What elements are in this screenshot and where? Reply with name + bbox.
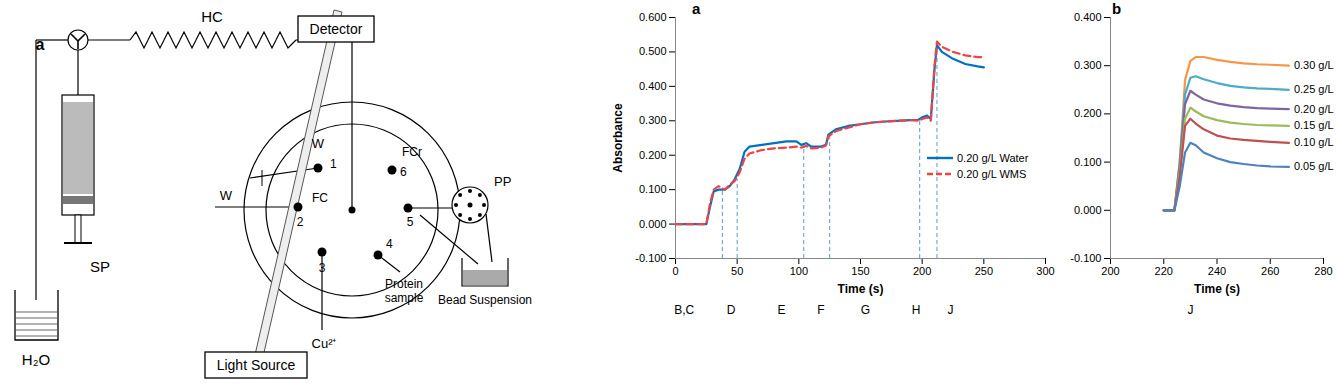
- svg-text:Detector: Detector: [310, 21, 363, 37]
- svg-text:3: 3: [319, 261, 326, 275]
- svg-text:PP: PP: [494, 174, 511, 189]
- svg-text:0.200: 0.200: [639, 149, 667, 161]
- svg-text:0.15 g/L: 0.15 g/L: [1294, 119, 1334, 131]
- svg-text:0.000: 0.000: [639, 218, 667, 230]
- svg-text:6: 6: [400, 165, 407, 179]
- svg-text:0.500: 0.500: [639, 45, 667, 57]
- svg-text:H: H: [912, 303, 921, 317]
- svg-text:0.25 g/L: 0.25 g/L: [1294, 83, 1334, 95]
- svg-text:W: W: [220, 188, 233, 203]
- svg-text:0.100: 0.100: [639, 183, 667, 195]
- svg-text:W: W: [312, 136, 325, 151]
- svg-text:G: G: [861, 303, 870, 317]
- svg-text:220: 220: [1155, 265, 1173, 277]
- svg-text:50: 50: [731, 265, 743, 277]
- svg-text:150: 150: [851, 265, 869, 277]
- svg-text:0.400: 0.400: [1074, 11, 1102, 23]
- svg-text:280: 280: [1314, 265, 1332, 277]
- svg-text:HC: HC: [201, 8, 223, 25]
- svg-text:0.20 g/L: 0.20 g/L: [1294, 103, 1334, 115]
- svg-text:200: 200: [913, 265, 931, 277]
- svg-text:240: 240: [1208, 265, 1226, 277]
- svg-text:1: 1: [330, 157, 337, 171]
- svg-text:-0.100: -0.100: [635, 252, 666, 264]
- svg-text:0.400: 0.400: [639, 80, 667, 92]
- svg-text:Bead Suspension: Bead Suspension: [438, 293, 532, 307]
- svg-text:E: E: [778, 303, 786, 317]
- svg-text:Time (s): Time (s): [838, 282, 884, 296]
- svg-text:0.100: 0.100: [1074, 156, 1102, 168]
- svg-text:0.05 g/L: 0.05 g/L: [1294, 160, 1334, 172]
- svg-text:Time (s): Time (s): [1194, 282, 1240, 296]
- svg-text:2: 2: [297, 215, 304, 229]
- svg-text:SP: SP: [90, 258, 110, 275]
- svg-text:250: 250: [975, 265, 993, 277]
- svg-text:300: 300: [1036, 265, 1054, 277]
- svg-text:0.300: 0.300: [639, 114, 667, 126]
- svg-text:0.300: 0.300: [1074, 59, 1102, 71]
- svg-text:Cu²⁺: Cu²⁺: [312, 336, 337, 351]
- svg-text:F: F: [817, 303, 824, 317]
- svg-text:H₂O: H₂O: [22, 351, 50, 368]
- svg-text:-0.100: -0.100: [1070, 252, 1101, 264]
- svg-text:0.200: 0.200: [1074, 107, 1102, 119]
- svg-text:a: a: [36, 36, 45, 53]
- html-text:a: a: [692, 0, 701, 17]
- svg-text:Light Source: Light Source: [217, 357, 296, 373]
- svg-text:0.10 g/L: 0.10 g/L: [1294, 136, 1334, 148]
- html-text:0.20 g/L Water: 0.20 g/L Water: [957, 152, 1029, 164]
- svg-text:0.600: 0.600: [639, 11, 667, 23]
- svg-text:5: 5: [407, 215, 414, 229]
- svg-text:Proteinsample: Proteinsample: [385, 277, 424, 305]
- svg-text:100: 100: [790, 265, 808, 277]
- svg-text:FC: FC: [312, 191, 328, 205]
- html-text:0.20 g/L WMS: 0.20 g/L WMS: [957, 168, 1027, 180]
- svg-text:4: 4: [386, 237, 393, 251]
- html-text:b: b: [1112, 0, 1122, 17]
- svg-text:J: J: [1187, 303, 1193, 317]
- svg-text:B,C: B,C: [674, 303, 694, 317]
- svg-text:0: 0: [672, 265, 678, 277]
- svg-text:FCr: FCr: [402, 145, 422, 159]
- svg-text:J: J: [948, 303, 954, 317]
- svg-text:0.000: 0.000: [1074, 204, 1102, 216]
- svg-text:D: D: [727, 303, 736, 317]
- svg-text:0.30 g/L: 0.30 g/L: [1294, 59, 1334, 71]
- svg-text:Absorbance: Absorbance: [611, 103, 625, 173]
- svg-text:200: 200: [1101, 265, 1119, 277]
- svg-text:260: 260: [1261, 265, 1279, 277]
